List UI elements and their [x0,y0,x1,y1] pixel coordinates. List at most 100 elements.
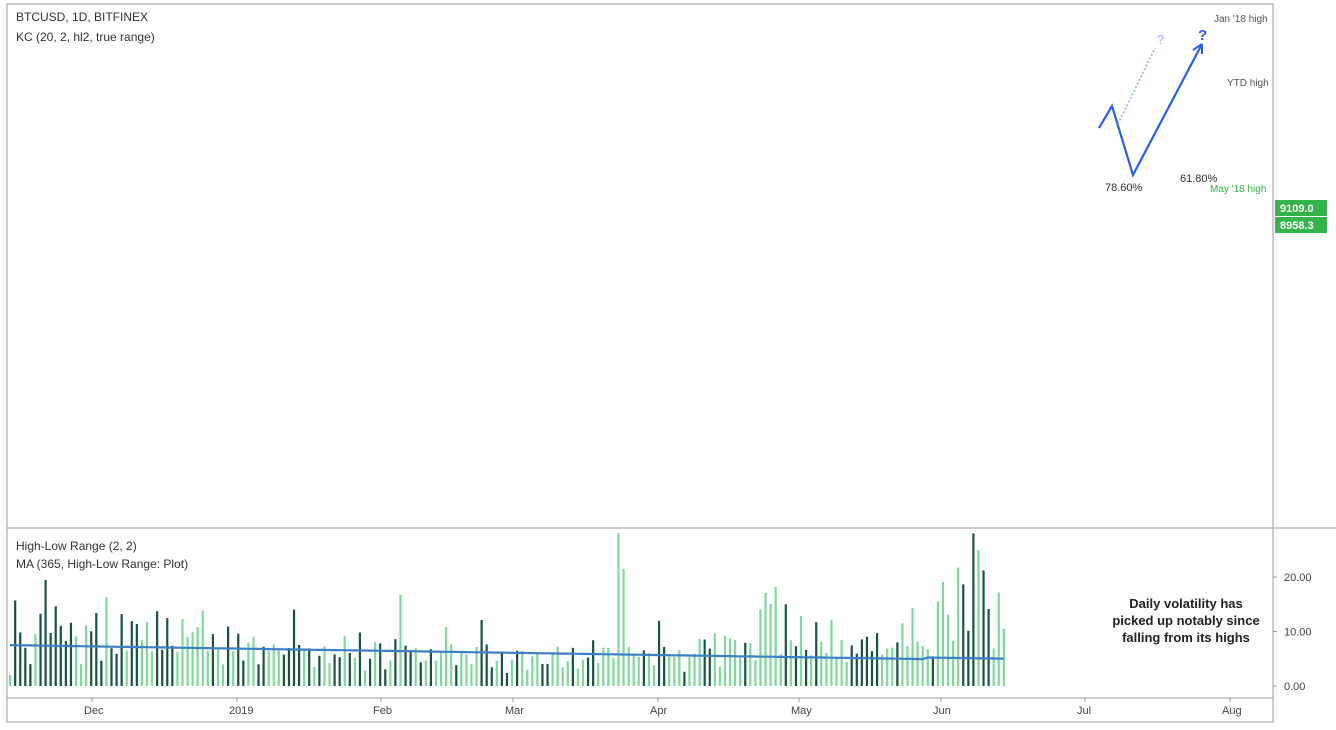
volume-bar [673,656,676,686]
volume-bar [810,655,813,686]
volume-bar [252,636,255,686]
volume-bar [450,644,453,686]
chart-frame [6,3,1274,723]
volatility-note: Daily volatility has picked up notably s… [1106,595,1266,646]
volume-bar [830,619,833,686]
volume-bar [688,656,691,686]
volatility-note-line: Daily volatility has [1129,596,1243,611]
volume-bar [759,609,762,686]
volume-bar [59,625,62,686]
volume-bar [237,633,240,686]
volume-bar [825,652,828,686]
volume-bar [100,660,103,686]
volume-bar [627,646,630,686]
volume-bar [9,675,12,686]
volume-bar [216,647,220,686]
price-tag-label: 8958.3 [1280,220,1314,232]
volume-bar [815,622,818,686]
volume-bar [592,640,595,686]
volume-bar [769,604,772,686]
kc-indicator-label: KC (20, 2, hl2, true range) [16,30,155,44]
volume-bar [977,550,980,686]
volume-bar [495,660,498,686]
volume-bar [328,663,331,686]
volume-bar [39,613,42,686]
volume-bar [896,642,899,686]
volume-bar [485,644,488,686]
volume-bar [510,659,514,686]
x-tick-label: Mar [505,705,524,717]
volume-bar [429,649,433,686]
ytd-high-label: YTD high [1227,78,1269,89]
volume-bar [622,568,625,686]
volume-bar [161,649,164,686]
volatility-note-line: falling from its highs [1122,630,1250,645]
x-tick-label: 2019 [229,705,253,717]
volume-bar [439,651,443,686]
volume-bar [571,647,574,686]
hl-range-label: High-Low Range (2, 2) [16,539,137,553]
volume-bar [318,655,321,686]
volume-bar [855,653,858,686]
volume-bar [576,668,580,686]
volume-bar [186,637,189,686]
volume-bar [972,533,975,686]
volume-bar [652,665,656,686]
volume-bar [541,664,544,686]
volume-bar [698,639,701,686]
volume-bar [840,640,843,686]
projection-question-mark-alt: ? [1157,32,1164,47]
fib-786-label: 78.60% [1105,182,1143,194]
projection-alt-path [1117,47,1156,125]
volume-bar [379,643,382,686]
volume-bar [586,657,590,686]
volume-bar [44,579,47,686]
volume-bar [247,642,250,686]
volume-bar [145,621,149,686]
volume-bar [799,616,803,686]
volume-bar [551,653,554,686]
jan18-high-label: Jan '18 high [1214,14,1268,25]
volume-bar [125,650,128,686]
volume-bar [779,654,782,686]
volume-bar [490,667,493,686]
volume-bar [434,660,438,686]
volume-bar [34,634,37,686]
volume-bar [870,650,874,686]
volume-bar [394,639,397,686]
volume-bar [150,651,154,686]
volume-bar [647,653,651,686]
volume-bar [64,641,67,686]
volume-bar [602,647,605,686]
volume-bar [257,664,260,686]
volume-bar [171,645,174,686]
volume-bar [110,648,113,686]
volume-bar [516,650,519,686]
volume-bar [784,604,787,686]
volume-bar [911,607,914,686]
volume-bar [713,633,716,686]
volume-bar [358,632,362,686]
volume-bar [242,660,245,686]
volume-bar [29,664,32,686]
volume-bar [262,646,265,686]
volume-bar [921,645,924,686]
volume-bar [804,650,808,686]
volume-bar [206,650,209,686]
volume-bar [308,648,311,686]
volume-bar [916,641,919,686]
volume-bar [140,640,144,686]
volume-bar [267,650,270,686]
volume-bar [74,636,78,686]
volume-bar [120,614,123,686]
x-tick-label: Jul [1077,705,1091,717]
volume-bar [19,632,22,686]
ma-line [9,644,1004,661]
volume-bar [657,620,661,686]
volume-bar [546,664,549,686]
symbol-label: BTCUSD, 1D, BITFINEX [16,10,149,24]
volume-bar [500,652,503,686]
volume-bar [612,658,615,686]
